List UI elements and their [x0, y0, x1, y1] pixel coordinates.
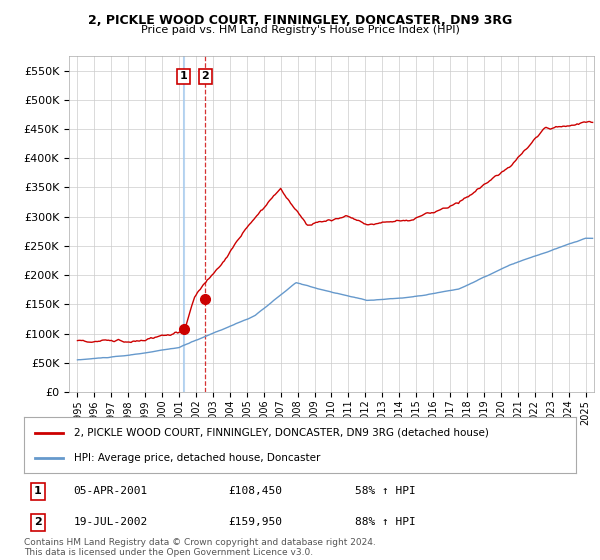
Text: £159,950: £159,950: [228, 517, 282, 527]
Text: 88% ↑ HPI: 88% ↑ HPI: [355, 517, 416, 527]
Text: 19-JUL-2002: 19-JUL-2002: [74, 517, 148, 527]
Text: 2, PICKLE WOOD COURT, FINNINGLEY, DONCASTER, DN9 3RG: 2, PICKLE WOOD COURT, FINNINGLEY, DONCAS…: [88, 14, 512, 27]
Text: 1: 1: [34, 487, 41, 496]
Text: 05-APR-2001: 05-APR-2001: [74, 487, 148, 496]
Text: 2: 2: [34, 517, 41, 527]
Text: Price paid vs. HM Land Registry's House Price Index (HPI): Price paid vs. HM Land Registry's House …: [140, 25, 460, 35]
Text: HPI: Average price, detached house, Doncaster: HPI: Average price, detached house, Donc…: [74, 452, 320, 463]
Text: 2, PICKLE WOOD COURT, FINNINGLEY, DONCASTER, DN9 3RG (detached house): 2, PICKLE WOOD COURT, FINNINGLEY, DONCAS…: [74, 428, 488, 438]
Text: 58% ↑ HPI: 58% ↑ HPI: [355, 487, 416, 496]
Text: £108,450: £108,450: [228, 487, 282, 496]
Text: 1: 1: [180, 72, 188, 81]
Text: 2: 2: [202, 72, 209, 81]
Text: Contains HM Land Registry data © Crown copyright and database right 2024.
This d: Contains HM Land Registry data © Crown c…: [24, 538, 376, 557]
